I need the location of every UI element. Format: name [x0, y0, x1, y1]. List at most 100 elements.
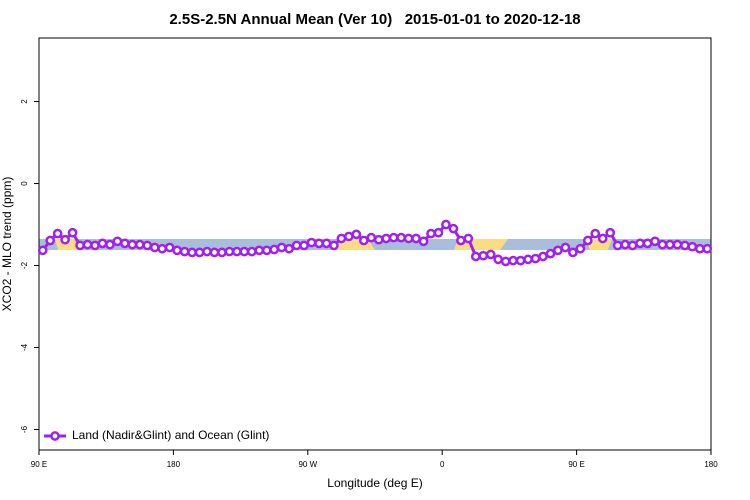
x-axis-label: Longitude (deg E)	[327, 476, 422, 490]
data-point	[127, 239, 138, 250]
data-point	[642, 238, 653, 249]
data-point	[381, 233, 392, 244]
data-point	[329, 240, 339, 251]
data-point	[269, 244, 280, 255]
data-point	[694, 243, 705, 254]
data-point	[232, 246, 242, 257]
data-point	[284, 243, 294, 254]
data-point	[545, 248, 556, 259]
data-point	[680, 240, 690, 251]
data-point	[635, 238, 645, 249]
data-point	[194, 247, 205, 258]
x-tick-label: 90 W	[298, 460, 317, 469]
data-point	[470, 251, 481, 262]
data-point	[612, 240, 623, 251]
data-point	[358, 235, 369, 246]
data-point	[276, 242, 287, 253]
data-point	[261, 245, 272, 256]
legend-marker	[50, 431, 60, 441]
data-point	[463, 233, 474, 244]
data-point	[142, 240, 153, 251]
data-point	[373, 234, 384, 245]
data-point	[493, 254, 504, 265]
data-point	[478, 250, 489, 261]
data-point	[538, 251, 548, 262]
data-point	[314, 238, 324, 249]
x-tick-label: 90 E	[31, 460, 47, 469]
data-point	[388, 232, 399, 243]
data-point	[687, 241, 698, 252]
data-point	[433, 227, 444, 238]
data-point	[45, 235, 56, 246]
data-point	[702, 243, 713, 254]
plot-frame	[38, 37, 712, 451]
data-point	[97, 238, 108, 249]
data-point	[224, 246, 235, 257]
data-point	[582, 235, 593, 246]
ocean-band	[39, 239, 711, 250]
data-point	[187, 247, 197, 258]
data-point	[75, 240, 85, 251]
data-point	[291, 240, 302, 251]
data-point	[239, 246, 250, 257]
chart-title: 2.5S-2.5N Annual Mean (Ver 10) 2015-01-0…	[169, 11, 580, 28]
data-point	[500, 256, 511, 267]
data-point	[366, 232, 377, 243]
data-point	[672, 239, 683, 250]
x-tick-label: 0	[440, 460, 445, 469]
data-point	[515, 255, 526, 266]
data-point	[456, 235, 466, 246]
data-point	[508, 255, 518, 266]
data-point	[299, 240, 309, 251]
data-point	[351, 229, 362, 240]
data-point	[657, 239, 668, 250]
data-point	[82, 239, 93, 250]
data-point	[105, 239, 115, 250]
data-point	[67, 227, 78, 238]
data-point	[403, 233, 414, 244]
data-point	[523, 254, 533, 265]
x-tick-label: 180	[167, 460, 181, 469]
data-point	[620, 239, 630, 250]
data-point	[396, 232, 406, 243]
y-tick-label: 2	[20, 99, 29, 104]
data-point	[336, 233, 347, 244]
data-point	[590, 228, 601, 239]
data-point	[426, 228, 436, 239]
y-tick-label: -2	[20, 261, 29, 269]
x-tick-label: 180	[704, 460, 718, 469]
data-point	[120, 238, 130, 249]
data-point	[411, 233, 421, 244]
data-point	[202, 246, 212, 257]
data-point	[627, 240, 638, 251]
data-point	[134, 239, 145, 250]
data-point	[179, 246, 190, 257]
y-tick-label: -6	[20, 425, 29, 433]
data-point	[575, 243, 586, 254]
data-point	[164, 242, 175, 253]
y-tick-label: 0	[20, 181, 29, 186]
data-point	[568, 247, 578, 258]
data-point	[650, 236, 660, 247]
data-point	[60, 234, 70, 245]
data-point	[209, 247, 220, 258]
data-point	[597, 233, 608, 244]
data-point	[441, 219, 451, 230]
data-point	[217, 247, 227, 258]
y-axis-label: XCO2 - MLO trend (ppm)	[0, 177, 14, 312]
data-point	[344, 231, 354, 242]
data-point	[37, 245, 48, 256]
data-point	[149, 242, 160, 253]
data-point	[157, 243, 168, 254]
data-point	[112, 236, 123, 247]
data-point	[418, 236, 429, 247]
data-point	[52, 228, 63, 239]
data-point	[321, 238, 332, 249]
data-point	[665, 239, 675, 250]
data-point	[560, 242, 571, 253]
data-point	[448, 223, 459, 234]
data-point	[485, 249, 496, 260]
data-point	[530, 253, 541, 264]
data-point	[306, 237, 317, 248]
